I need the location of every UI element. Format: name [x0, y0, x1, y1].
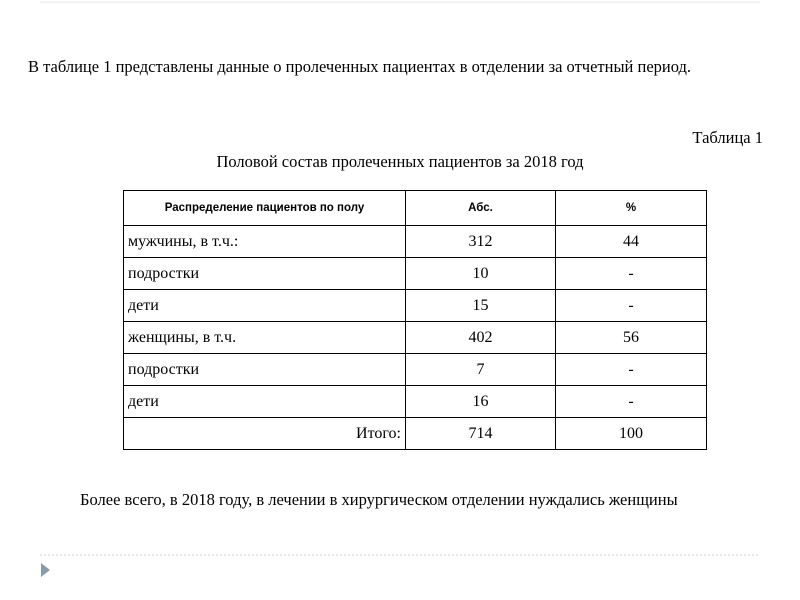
row-value: 100 [555, 417, 707, 450]
row-value: 312 [405, 225, 556, 258]
header-cell: Распределение пациентов по полу [123, 190, 406, 226]
table-row: дети 15- [123, 289, 707, 322]
table-row: подростки 7- [123, 353, 707, 386]
row-value: 44 [555, 225, 707, 258]
row-label: женщины, в т.ч. [123, 321, 406, 354]
row-label: подростки [123, 353, 406, 386]
row-value: - [555, 353, 707, 386]
intro-text: В таблице 1 представлены данные о пролеч… [28, 57, 692, 76]
row-label: Итого: [123, 417, 406, 450]
row-label: дети [123, 385, 406, 418]
table-row: дети 16- [123, 385, 707, 418]
header-cell: % [555, 190, 707, 226]
row-value: 402 [405, 321, 556, 354]
row-value: 10 [405, 257, 556, 290]
header-row: Распределение пациентов по полу Абс. % [123, 190, 707, 226]
row-value: 15 [405, 289, 556, 322]
patients-table: Распределение пациентов по полу Абс. % м… [123, 190, 707, 450]
table-label: Таблица 1 [692, 128, 763, 147]
row-label: мужчины, в т.ч.: [123, 225, 406, 258]
row-value: - [555, 257, 707, 290]
table-row: женщины, в т.ч. 402 56 [123, 321, 707, 354]
slide-marker [41, 563, 50, 577]
row-value: 7 [405, 353, 556, 386]
row-value: 56 [555, 321, 707, 354]
table-row: Итого: 714 100 [123, 417, 707, 450]
row-label: дети [123, 289, 406, 322]
row-value: - [555, 385, 707, 418]
row-value: 16 [405, 385, 556, 418]
table-row: мужчины, в т.ч.: 312 44 [123, 225, 707, 258]
table-body: Распределение пациентов по полу Абс. % м… [123, 190, 707, 450]
header-cell: Абс. [405, 190, 556, 226]
conclusion-text: Более всего, в 2018 году, в лечении в хи… [80, 490, 678, 509]
table-row: подростки 10- [123, 257, 707, 290]
row-label: подростки [123, 257, 406, 290]
row-value: 714 [405, 417, 556, 450]
row-value: - [555, 289, 707, 322]
table-caption: Половой состав пролеченных пациентов за … [216, 152, 584, 171]
